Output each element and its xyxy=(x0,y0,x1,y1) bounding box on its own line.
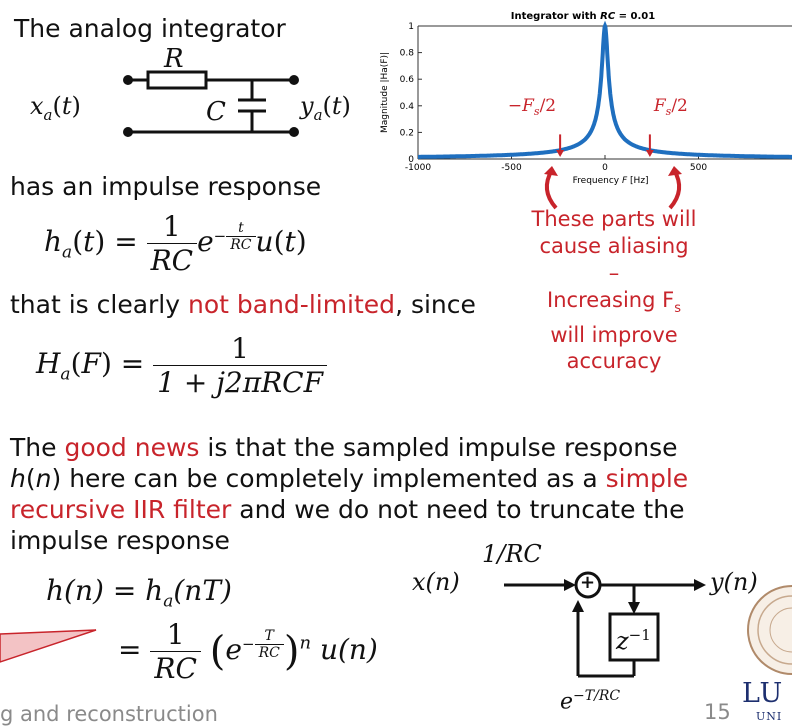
university-seal xyxy=(747,585,792,675)
iir-block-diagram xyxy=(504,571,706,678)
delay-label: z−1 xyxy=(616,626,651,655)
chart-title: Integrator with RC = 0.01 xyxy=(511,11,655,22)
not-bandlimited-text: that is clearly not band-limited, since xyxy=(10,290,476,319)
x-tick-label-1: -500 xyxy=(501,163,522,173)
capacitor-label: C xyxy=(206,97,226,127)
fs-half-label-1: Fs/2 xyxy=(653,96,688,118)
diagram-output-label: y(n) xyxy=(710,568,758,596)
y-tick-label-2: 0.4 xyxy=(400,102,415,112)
aliasing-arrows xyxy=(544,166,682,210)
y-tick-label-5: 1 xyxy=(408,22,414,32)
aliasing-note: These parts will cause aliasing – xyxy=(531,207,697,285)
chart-x-label: Frequency F [Hz] xyxy=(573,176,649,186)
ha-equation: ha(t) = 1 RC e− t RC u(t) xyxy=(44,210,307,277)
x-tick-label-0: -1000 xyxy=(405,163,431,173)
fs-half-label-0: −Fs/2 xyxy=(508,96,556,118)
rc-circuit-diagram xyxy=(123,70,299,137)
resistor-label: R xyxy=(164,44,184,74)
x-tick-label-3: 500 xyxy=(690,163,707,173)
magnitude-curve xyxy=(418,20,792,159)
footer-title: g and reconstruction xyxy=(0,702,218,726)
gain-bottom-label: e−T/RC xyxy=(560,688,621,715)
hn-equation-1: h(n) = ha(nT) xyxy=(46,574,232,612)
university-logo: LU xyxy=(742,678,784,709)
fs-half-arrowhead-0 xyxy=(556,150,565,157)
diagram-input-label: x(n) xyxy=(412,568,460,596)
hn-equation-2: = 1 RC (e− T RC)n u(n) xyxy=(118,618,378,685)
circuit-output-label: ya(t) xyxy=(300,92,351,124)
chart-y-label: Magnitude |Ha(F)| xyxy=(380,52,390,133)
accuracy-note: Increasing Fs will improve accuracy xyxy=(547,288,681,374)
circuit-input-label: xa(t) xyxy=(30,92,81,124)
university-logo-sub: UNI xyxy=(756,710,783,723)
page-number: 15 xyxy=(704,700,731,724)
pointer-arrow-decoration xyxy=(0,629,97,663)
slide-title: The analog integrator xyxy=(14,14,286,43)
resistor-symbol xyxy=(146,70,208,90)
fs-half-arrowhead-1 xyxy=(645,150,654,157)
y-tick-label-3: 0.6 xyxy=(400,75,415,85)
y-tick-label-0: 0 xyxy=(408,155,414,165)
gain-top-label: 1/RC xyxy=(482,540,542,568)
impulse-intro-text: has an impulse response xyxy=(10,172,322,201)
y-tick-label-4: 0.8 xyxy=(400,49,415,59)
y-tick-label-1: 0.2 xyxy=(400,128,414,138)
x-tick-label-2: 0 xyxy=(602,163,608,173)
adder-plus-sign: + xyxy=(580,572,596,593)
magnitude-response-chart: Integrator with RC = 0.01 0 0.2 0.4 0.6 0.8 1 -… xyxy=(380,11,792,186)
good-news-paragraph: The good news is that the sampled impuls… xyxy=(10,433,689,555)
